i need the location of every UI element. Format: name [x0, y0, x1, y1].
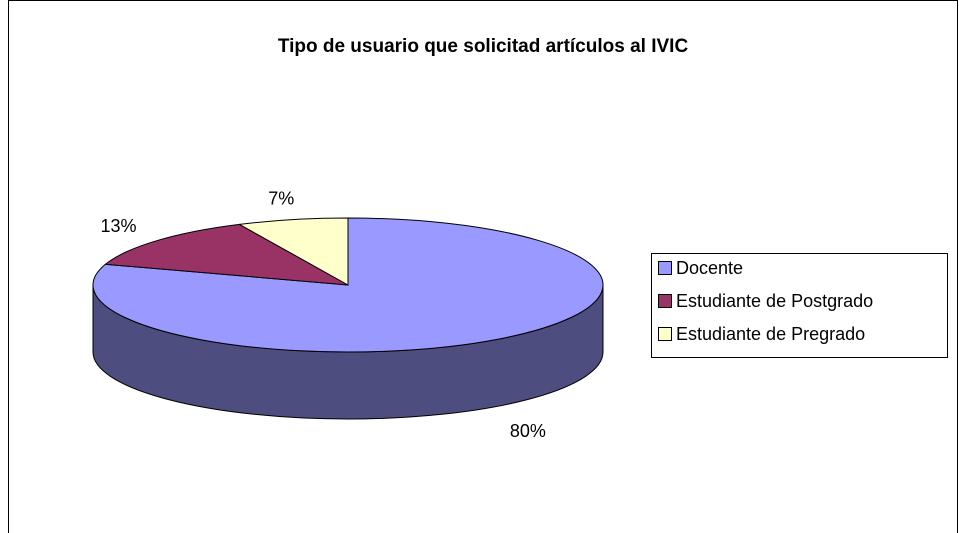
- pie-slice: [92, 217, 604, 353]
- legend-swatch: [658, 261, 672, 275]
- legend-label: Estudiante de Pregrado: [676, 324, 865, 344]
- pie-slice: [237, 217, 349, 286]
- legend-label: Docente: [676, 258, 743, 278]
- legend-swatch: [658, 327, 672, 341]
- legend-swatch: [658, 294, 672, 308]
- pie-slice: [104, 223, 349, 286]
- legend-box: [651, 253, 948, 358]
- legend-label: Estudiante de Postgrado: [676, 291, 873, 311]
- data-label: 13%: [100, 216, 136, 236]
- chart-title: Tipo de usuario que solicitad artículos …: [278, 36, 689, 57]
- data-label: 80%: [510, 421, 546, 441]
- data-label: 7%: [268, 189, 294, 209]
